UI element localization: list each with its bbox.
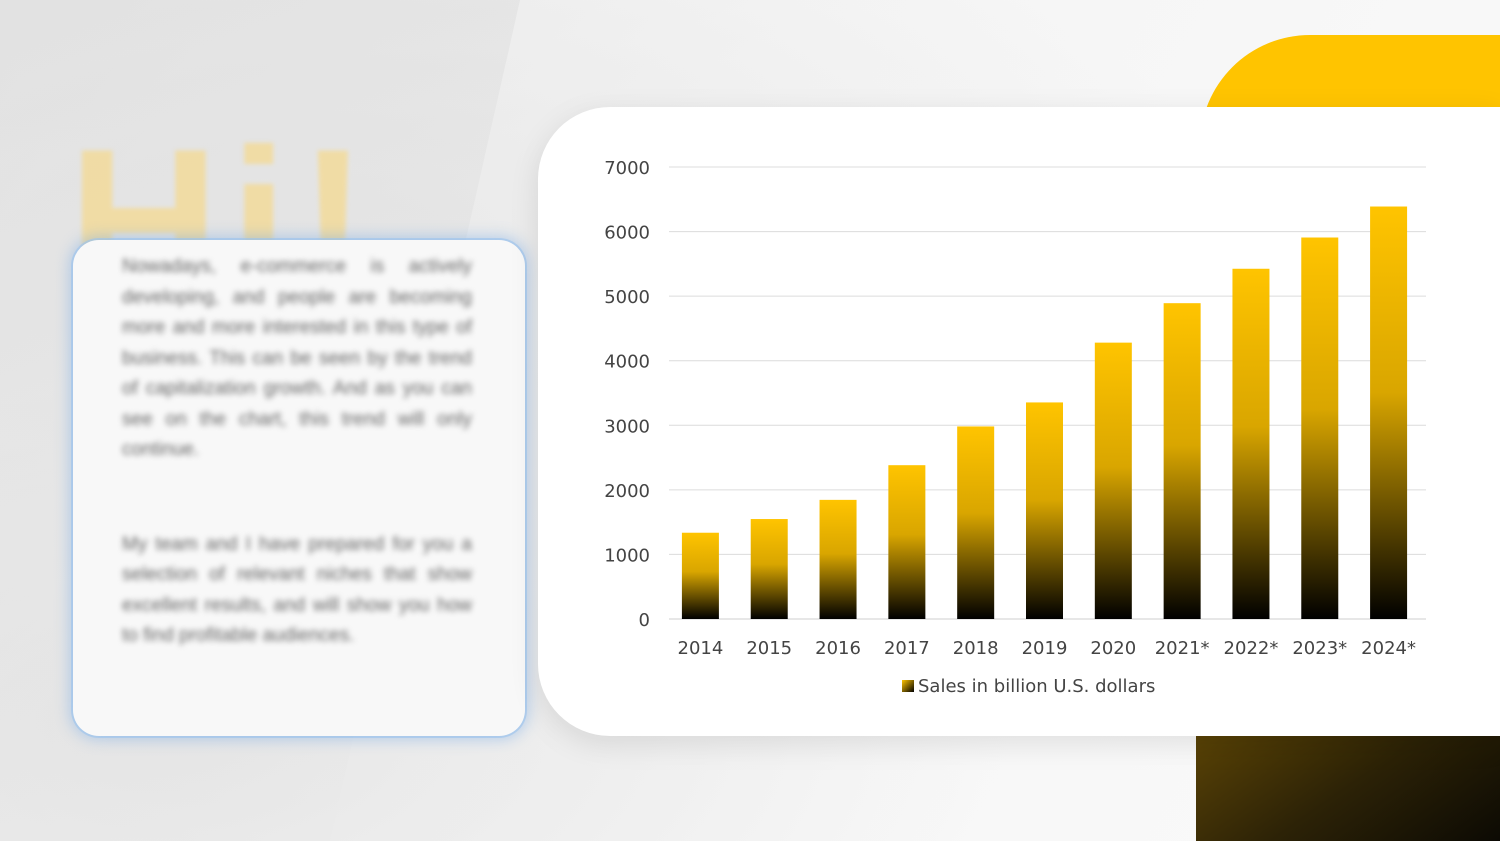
legend: Sales in billion U.S. dollars — [902, 676, 1155, 697]
x-tick-label: 2017 — [884, 638, 930, 659]
legend-label: Sales in billion U.S. dollars — [918, 676, 1155, 697]
y-tick-label: 2000 — [604, 481, 650, 502]
bar — [957, 426, 995, 619]
paragraph-team: My team and I have prepared for you a se… — [122, 533, 472, 647]
y-tick-label: 0 — [639, 610, 650, 631]
bar — [1163, 303, 1201, 619]
bar — [1370, 206, 1408, 620]
x-tick-label: 2014 — [678, 638, 724, 659]
bar — [1301, 237, 1339, 619]
y-tick-label: 5000 — [604, 287, 650, 308]
y-tick-label: 3000 — [604, 416, 650, 437]
y-tick-label: 7000 — [604, 158, 650, 179]
bar — [888, 465, 926, 619]
y-tick-labels: 0 1000 2000 3000 4000 5000 6000 7000 — [604, 158, 650, 631]
y-tick-label: 4000 — [604, 352, 650, 373]
bar — [750, 519, 788, 619]
x-tick-label: 2018 — [953, 638, 999, 659]
bar — [1232, 268, 1270, 619]
x-tick-label: 2023* — [1292, 638, 1347, 659]
x-tick-label: 2020 — [1090, 638, 1136, 659]
x-tick-label: 2019 — [1022, 638, 1068, 659]
bar — [1094, 342, 1132, 619]
x-tick-label: 2016 — [815, 638, 861, 659]
x-tick-label: 2015 — [746, 638, 792, 659]
text-card-body: Nowadays, e-commerce is actively develop… — [122, 252, 472, 716]
y-tick-label: 1000 — [604, 545, 650, 566]
x-tick-label: 2024* — [1361, 638, 1416, 659]
bar — [819, 499, 857, 619]
text-card: Nowadays, e-commerce is actively develop… — [73, 240, 525, 736]
dark-accent-shape — [1196, 735, 1500, 841]
paragraph-intro: Nowadays, e-commerce is actively develop… — [122, 256, 472, 460]
x-tick-label: 2022* — [1224, 638, 1279, 659]
x-tick-label: 2021* — [1155, 638, 1210, 659]
legend-swatch — [902, 680, 914, 692]
chart-card: 0 1000 2000 3000 4000 5000 6000 7000 2014 2015 20… — [538, 107, 1500, 736]
bars — [681, 206, 1408, 620]
x-tick-labels: 2014 2015 2016 2017 2018 2019 2020 2021* 2022* 20… — [678, 638, 1416, 659]
bar — [1026, 402, 1063, 619]
bar — [681, 532, 719, 619]
y-tick-label: 6000 — [604, 223, 650, 244]
